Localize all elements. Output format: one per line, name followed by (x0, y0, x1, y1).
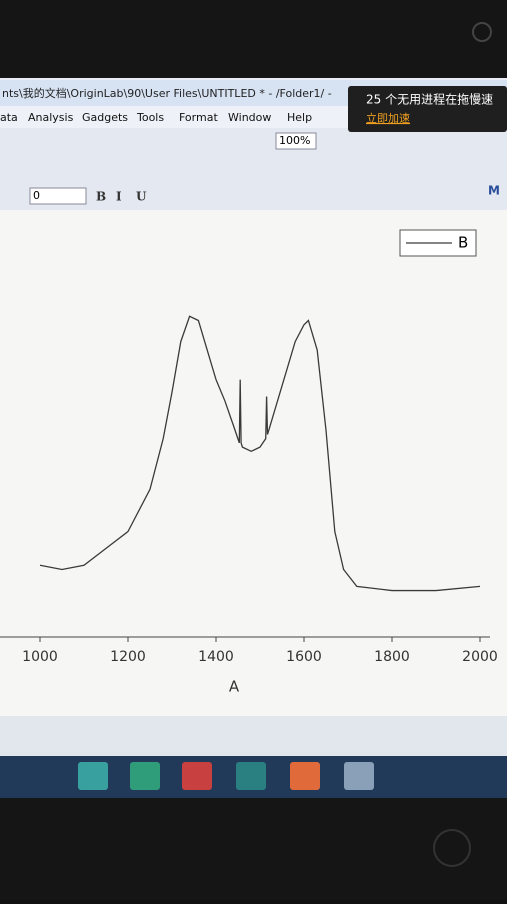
taskbar-icon[interactable] (182, 762, 212, 790)
x-tick-label: 2000 (462, 649, 498, 665)
zoom-box[interactable] (275, 132, 317, 150)
logo (433, 829, 471, 867)
zoom: 100% (279, 134, 310, 147)
x-axis-label: A (229, 678, 240, 696)
taskbar-icon[interactable] (130, 762, 160, 790)
plot-area (0, 210, 507, 716)
taskbar-icon[interactable] (290, 762, 320, 790)
menu-item[interactable]: Window (228, 111, 271, 124)
data-line (39, 315, 481, 592)
format-button[interactable]: U (136, 190, 147, 204)
notification (348, 86, 507, 132)
font-size-box[interactable] (29, 187, 87, 205)
format-button[interactable]: B (96, 190, 106, 204)
font-size: 0 (33, 189, 40, 202)
legend-label: B (458, 234, 468, 252)
taskbar-icon[interactable] (78, 762, 108, 790)
notification-link[interactable]: 立即加速 (366, 111, 410, 125)
bottom-toolbars (0, 716, 507, 756)
x-tick-label: 1600 (286, 649, 322, 665)
window-title: nts\我的文档\OriginLab\90\User Files\UNTITLE… (2, 86, 332, 100)
menu-item[interactable]: Gadgets (82, 111, 128, 124)
toolbar-button[interactable]: M (488, 184, 500, 198)
camera (472, 22, 492, 42)
menu-item[interactable]: Help (287, 111, 312, 124)
menu-item[interactable]: Format (179, 111, 218, 124)
notification-text: 25 个无用进程在拖慢速 (366, 92, 493, 107)
menu-item[interactable]: Analysis (28, 111, 74, 124)
x-tick-label: 1400 (198, 649, 234, 665)
menu-item[interactable]: Tools (136, 111, 164, 124)
menu-item[interactable]: ata (0, 111, 18, 124)
taskbar-icon[interactable] (344, 762, 374, 790)
format-button[interactable]: I (116, 190, 122, 204)
x-tick-label: 1200 (110, 649, 146, 665)
taskbar-icon[interactable] (236, 762, 266, 790)
x-tick-label: 1800 (374, 649, 410, 665)
x-tick-label: 1000 (22, 649, 58, 665)
